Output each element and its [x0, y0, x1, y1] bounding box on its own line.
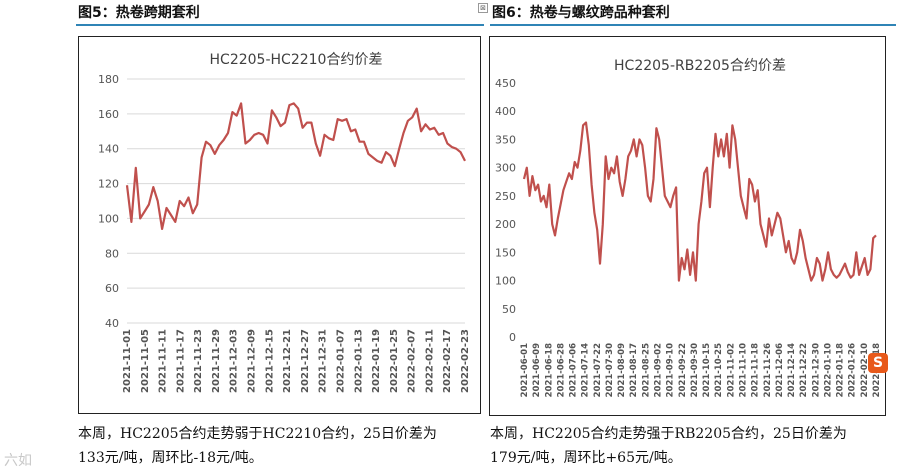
x-tick-label: 2021-12-21: [282, 329, 293, 393]
y-tick-label: 160: [98, 108, 119, 121]
chart-title: HC2205-RB2205合约价差: [614, 58, 786, 74]
x-tick-label: 2021-11-29: [211, 329, 222, 393]
x-tick-label: 2021-10-15: [702, 343, 712, 397]
x-tick-label: 2021-11-26: [763, 343, 773, 397]
x-tick-label: 2021-11-11: [158, 329, 169, 393]
x-tick-label: 2021-07-06: [569, 343, 579, 397]
left-chart-panel: HC2205-HC2210合约价差 40 60 80 100 120 140 160 180 20…: [78, 36, 481, 414]
y-tick-label: 40: [105, 317, 119, 330]
x-tick-label: 2021-06-28: [556, 343, 566, 397]
right-caption: 本周，HC2205合约走势强于RB2205合约，25日价差为 179元/吨，周环…: [490, 422, 900, 470]
y-tick-label: 120: [98, 178, 119, 191]
y-tick-label: 0: [509, 331, 516, 344]
right-chart-panel: HC2205-RB2205合约价差 0 50 100 150 200 250 300 350 40…: [489, 36, 888, 416]
x-tick-label: 2021-12-27: [300, 329, 311, 393]
x-tick-label: 2021-06-18: [544, 343, 554, 397]
y-tick-label: 180: [98, 73, 119, 86]
x-tick-label: 2021-11-23: [193, 329, 204, 393]
x-tick-label: 2021-12-03: [229, 329, 240, 393]
y-tick-label: 100: [495, 275, 516, 288]
left-caption-line-2: 133元/吨，周环比-18元/吨。: [78, 450, 263, 466]
x-tick-label: 2021-11-05: [140, 329, 151, 393]
x-tick-label: 2021-09-02: [654, 343, 664, 397]
y-tick-label: 300: [495, 162, 516, 175]
x-tick-label: 2022-01-10: [823, 343, 833, 397]
x-tick-label: 2022-01-25: [389, 329, 400, 393]
x-tick-label: 2021-09-10: [666, 343, 676, 397]
y-tick-label: 60: [105, 282, 119, 295]
x-tick-label: 2022-02-07: [407, 329, 418, 393]
x-tick-label: 2021-12-09: [247, 329, 258, 393]
x-tick-label: 2021-09-22: [678, 343, 688, 397]
x-tick-label: 2022-01-26: [848, 343, 858, 397]
left-title-rule: [76, 24, 484, 26]
x-tick-label: 2022-02-10: [860, 343, 870, 397]
right-caption-line-1: 本周，HC2205合约走势强于RB2205合约，25日价差为: [490, 426, 847, 442]
x-tick-label: 2021-12-30: [811, 343, 821, 397]
x-tick-label: 2022-01-07: [335, 329, 346, 393]
x-tick-label: 2022-02-23: [460, 329, 471, 393]
watermark-logo: 六如: [4, 453, 32, 469]
x-tick-label: 2021-12-15: [264, 329, 275, 393]
x-tick-label: 2021-08-25: [641, 343, 651, 397]
left-figure-title: 图5：热卷跨期套利: [78, 5, 200, 21]
x-tick-label: 2021-07-30: [605, 343, 615, 397]
x-tick-label: 2022-02-11: [424, 329, 435, 393]
x-tick-label: 2021-08-17: [629, 343, 639, 397]
y-tick-label: 150: [495, 246, 516, 259]
x-tick-label: 2021-08-09: [617, 343, 627, 397]
broken-image-icon: ⊠: [478, 3, 488, 13]
x-tick-label: 2021-12-31: [318, 329, 329, 393]
y-tick-label: 200: [495, 218, 516, 231]
left-caption: 本周，HC2205合约走势弱于HC2210合约，25日价差为 133元/吨，周环…: [78, 422, 488, 470]
x-tick-label: 2022-01-13: [353, 329, 364, 393]
x-tick-label: 2021-07-14: [581, 343, 591, 397]
right-line-chart: HC2205-RB2205合约价差 0 50 100 150 200 250 300 350 40…: [495, 58, 882, 397]
y-tick-label: 250: [495, 190, 516, 203]
x-tick-label: 2021-11-01: [122, 329, 133, 393]
y-tick-label: 140: [98, 143, 119, 156]
x-tick-label: 2022-02-17: [442, 329, 453, 393]
chart-title: HC2205-HC2210合约价差: [210, 52, 383, 68]
x-tick-label: 2022-01-18: [836, 343, 846, 397]
right-title-rule: [490, 24, 896, 26]
left-line-chart: HC2205-HC2210合约价差 40 60 80 100 120 140 160 180 20…: [98, 52, 471, 393]
y-tick-label: 350: [495, 133, 516, 146]
y-tick-label: 100: [98, 212, 119, 225]
x-tick-label: 2021-06-01: [520, 343, 530, 397]
right-caption-line-2: 179元/吨，周环比+65元/吨。: [490, 450, 682, 466]
x-tick-label: 2021-11-10: [738, 343, 748, 397]
x-tick-label: 2021-12-06: [775, 343, 785, 397]
x-tick-label: 2021-12-22: [799, 343, 809, 397]
x-tick-label: 2022-01-19: [371, 329, 382, 393]
x-tick-label: 2021-12-14: [787, 343, 797, 397]
s-badge-icon[interactable]: S: [868, 353, 888, 373]
y-tick-label: 450: [495, 77, 516, 90]
x-tick-label: 2021-11-17: [175, 329, 186, 393]
series-line: [125, 102, 466, 230]
y-tick-label: 50: [502, 303, 516, 316]
left-caption-line-1: 本周，HC2205合约走势弱于HC2210合约，25日价差为: [78, 426, 437, 442]
y-tick-label: 80: [105, 247, 119, 260]
x-tick-label: 2021-11-02: [726, 343, 736, 397]
y-tick-label: 400: [495, 105, 516, 118]
x-tick-label: 2021-11-18: [751, 343, 761, 397]
x-tick-label: 2021-09-30: [690, 343, 700, 397]
x-tick-label: 2021-10-25: [714, 343, 724, 397]
right-figure-title: 图6：热卷与螺纹跨品种套利: [492, 5, 670, 21]
x-tick-label: 2021-07-22: [593, 343, 603, 397]
x-tick-label: 2021-06-09: [532, 343, 542, 397]
series-line: [522, 121, 877, 282]
